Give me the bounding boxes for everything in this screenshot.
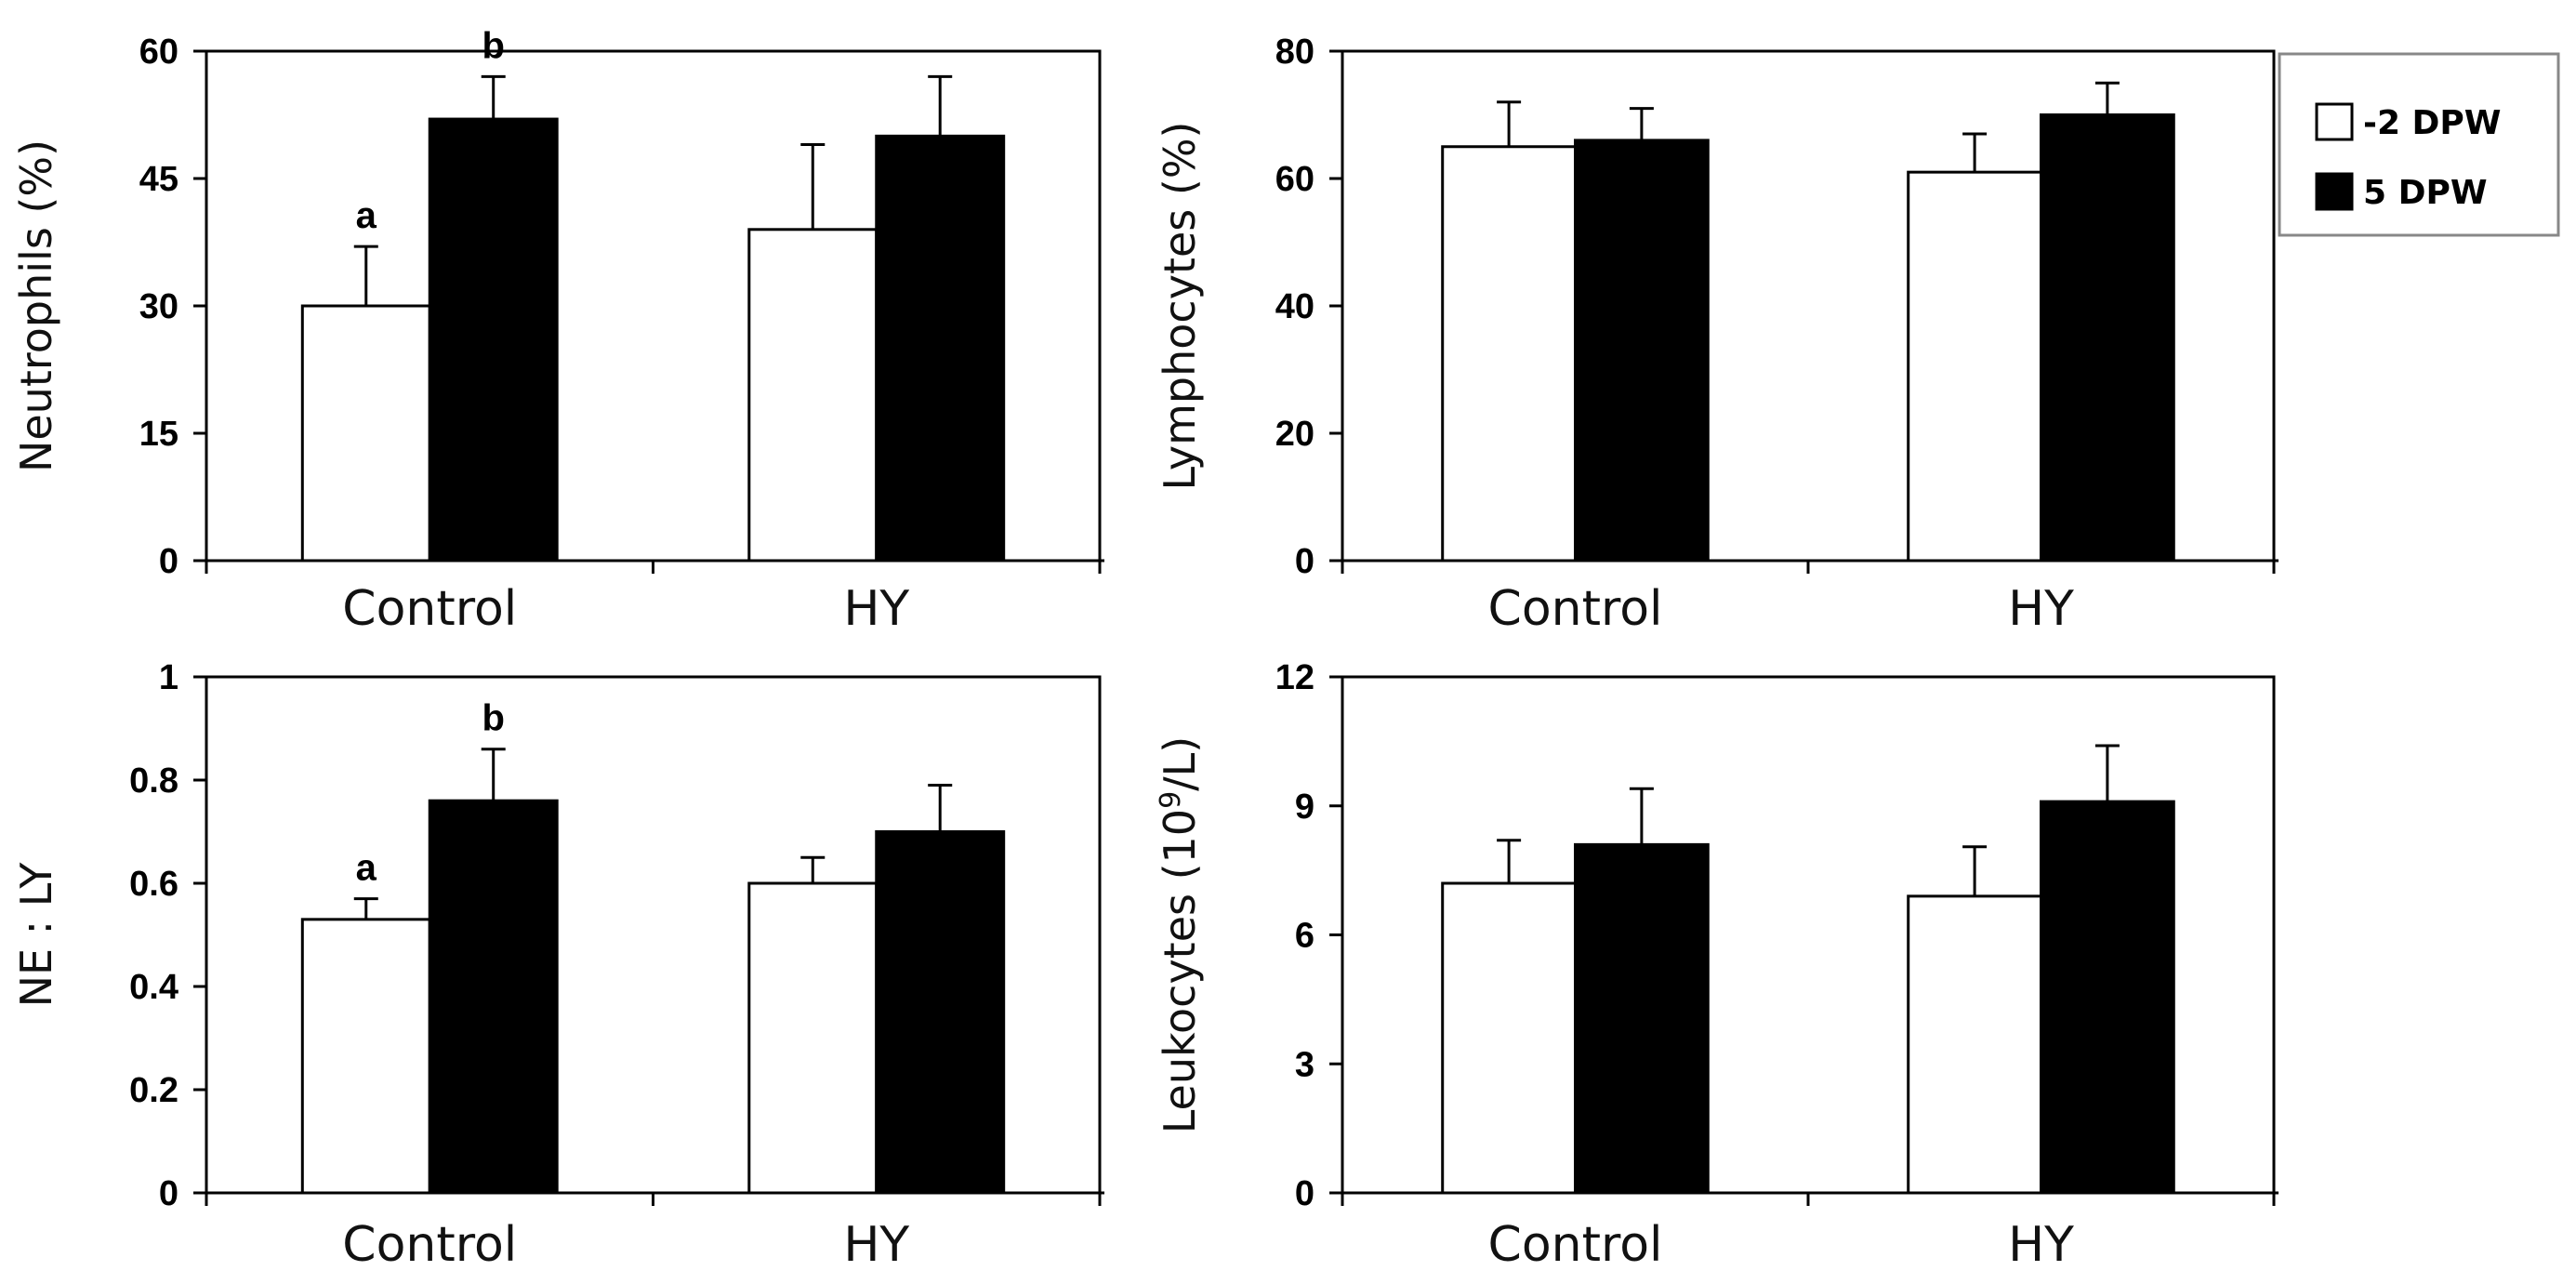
x-category-label: HY	[2008, 581, 2074, 637]
legend-label-pre: -2 DPW	[2363, 104, 2502, 142]
y-tick-label: 30	[139, 287, 178, 326]
y-tick-label: 0	[159, 542, 178, 581]
y-tick-label: 0	[1295, 1174, 1314, 1213]
y-axis-title-suffix: /L)	[1155, 736, 1205, 791]
bar	[2040, 800, 2175, 1195]
x-category-label: HY	[2008, 1217, 2074, 1273]
y-tick-label: 0	[1295, 542, 1314, 581]
legend-swatch-pre	[2315, 102, 2354, 141]
significance-label: a	[356, 195, 377, 236]
y-tick-label: 0.2	[129, 1071, 178, 1110]
y-axis-title: Leukocytes (109/L)	[1155, 736, 1205, 1134]
y-tick-label: 6	[1295, 917, 1314, 956]
y-tick-label: 20	[1275, 415, 1314, 454]
bar	[428, 117, 559, 563]
chart-neutrophils: 0 15 30 45 60 a b Control HY Neutrophils (%)	[11, 25, 1104, 637]
bar	[875, 830, 1006, 1195]
x-category-label: Control	[342, 1217, 517, 1273]
legend-swatch-post	[2315, 172, 2354, 211]
y-axis-title-main: Leukocytes (10	[1155, 809, 1205, 1133]
y-tick-label: 80	[1275, 33, 1314, 72]
bar	[747, 228, 878, 563]
x-category-label: Control	[342, 581, 517, 637]
legend-label-post: 5 DPW	[2363, 174, 2488, 212]
bar	[300, 918, 431, 1195]
significance-label: a	[356, 848, 377, 889]
y-tick-label: 40	[1275, 287, 1314, 326]
bar	[1907, 170, 2043, 563]
chart-lymphocytes: 0 20 40 60 80 Control HY Lymphocytes (%)	[1155, 33, 2279, 637]
bar	[428, 799, 559, 1195]
y-axis-title-superscript: 9	[1155, 791, 1187, 809]
y-tick-label: 60	[1275, 160, 1314, 199]
y-axis-title: Lymphocytes (%)	[1155, 122, 1205, 491]
bar	[747, 881, 878, 1195]
chart-ne-ly-ratio: 0 0.2 0.4 0.6 0.8 1 a b Control HY NE : LY	[11, 658, 1104, 1273]
bar	[1574, 842, 1710, 1195]
y-tick-label: 0.8	[129, 761, 178, 801]
bar	[1441, 881, 1577, 1195]
y-tick-label: 1	[159, 658, 178, 697]
y-axis-title: Neutrophils (%)	[11, 139, 61, 472]
y-tick-label: 0	[159, 1174, 178, 1213]
y-tick-label: 45	[139, 160, 178, 199]
bar	[1907, 894, 2043, 1195]
x-category-label: HY	[843, 581, 909, 637]
significance-label: b	[482, 698, 505, 739]
x-category-label: Control	[1488, 1217, 1663, 1273]
y-tick-label: 12	[1275, 658, 1314, 697]
legend: -2 DPW 5 DPW	[2278, 52, 2560, 237]
y-axis-title: NE : LY	[11, 862, 61, 1008]
bar	[300, 304, 431, 563]
bar	[1441, 145, 1577, 563]
bar	[875, 134, 1006, 563]
y-tick-label: 0.4	[129, 968, 178, 1007]
x-category-label: Control	[1488, 581, 1663, 637]
y-tick-label: 0.6	[129, 865, 178, 904]
significance-label: b	[482, 25, 505, 66]
y-tick-label: 9	[1295, 788, 1314, 827]
bar	[2040, 113, 2175, 563]
bar	[1574, 139, 1710, 563]
y-tick-label: 15	[139, 415, 178, 454]
x-category-label: HY	[843, 1217, 909, 1273]
y-tick-label: 3	[1295, 1045, 1314, 1084]
y-tick-label: 60	[139, 33, 178, 72]
